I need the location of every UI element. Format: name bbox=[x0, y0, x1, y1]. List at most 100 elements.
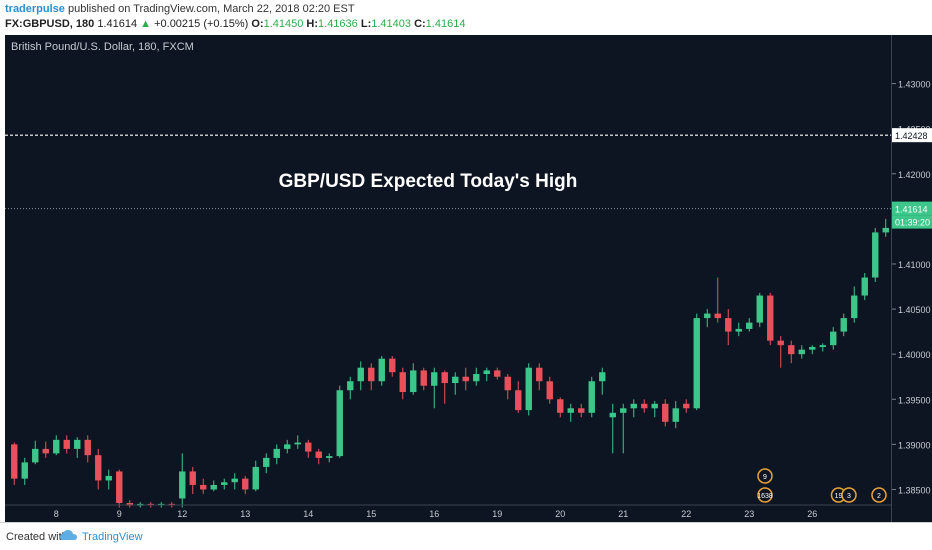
ohlc-line: FX:GBPUSD, 180 1.41614 ▲ +0.00215 (+0.15… bbox=[5, 18, 465, 30]
candle-body bbox=[588, 381, 595, 413]
candle-body bbox=[536, 367, 543, 382]
candle-body bbox=[357, 367, 364, 382]
candle-body bbox=[830, 331, 837, 346]
chart-area[interactable]: British Pound/U.S. Dollar, 180, FXCM GBP… bbox=[5, 35, 891, 522]
x-tick-label: 15 bbox=[366, 509, 376, 519]
candles bbox=[11, 218, 889, 508]
candle-body bbox=[714, 313, 721, 319]
low-value: 1.41403 bbox=[371, 18, 411, 30]
y-tick-label: 1.39000 bbox=[898, 440, 931, 450]
y-tick-label: 1.40500 bbox=[898, 305, 931, 315]
candle-body bbox=[189, 471, 196, 485]
up-arrow-icon: ▲ bbox=[140, 18, 152, 30]
candle-body bbox=[473, 374, 480, 382]
candle-body bbox=[42, 448, 49, 454]
candle-body bbox=[525, 367, 532, 411]
candle-body bbox=[630, 403, 637, 409]
event-marker bbox=[841, 487, 857, 503]
x-tick-label: 16 bbox=[429, 509, 439, 519]
candle-body bbox=[651, 403, 658, 409]
event-label: 1638 bbox=[757, 493, 773, 500]
open-label: O: bbox=[251, 18, 264, 30]
y-tick-label: 1.39500 bbox=[898, 395, 931, 405]
candle-body bbox=[494, 370, 501, 377]
price-chart[interactable]: British Pound/U.S. Dollar, 180, FXCM GBP… bbox=[5, 35, 891, 522]
candle-body bbox=[95, 455, 102, 481]
candle-body bbox=[693, 318, 700, 409]
candle-body bbox=[662, 403, 669, 422]
candle-body bbox=[116, 471, 123, 503]
candle-body bbox=[462, 376, 469, 382]
y-tick-label: 1.40000 bbox=[898, 350, 931, 360]
tradingview-link[interactable]: TradingView bbox=[82, 531, 143, 543]
x-tick-label: 14 bbox=[303, 509, 313, 519]
author-link[interactable]: traderpulse bbox=[5, 3, 65, 15]
candle-body bbox=[431, 372, 438, 386]
candle-body bbox=[515, 390, 522, 411]
close-value: 1.41614 bbox=[425, 18, 466, 30]
candle-body bbox=[725, 318, 732, 332]
chart-title: British Pound/U.S. Dollar, 180, FXCM bbox=[11, 41, 194, 53]
candle-body bbox=[210, 484, 217, 490]
chart-header: traderpulse published on TradingView.com… bbox=[0, 0, 932, 34]
candle-body bbox=[882, 227, 889, 233]
candle-body bbox=[221, 482, 228, 485]
last-price: 1.41614 bbox=[97, 18, 138, 30]
candle-body bbox=[788, 345, 795, 355]
candle-body bbox=[546, 381, 553, 400]
candle-body bbox=[861, 277, 868, 296]
countdown-label: 01:39:20 bbox=[895, 218, 930, 228]
candle-body bbox=[147, 503, 154, 505]
symbol-label: FX:GBPUSD, 180 bbox=[5, 18, 95, 30]
dashed-level-box bbox=[892, 128, 932, 143]
candle-body bbox=[126, 503, 133, 506]
price-axis-svg[interactable]: 1.430001.425001.420001.415001.410001.405… bbox=[892, 35, 932, 522]
high-value: 1.41636 bbox=[318, 18, 358, 30]
x-tick-label: 12 bbox=[177, 509, 187, 519]
candle-body bbox=[704, 313, 711, 319]
dashed-level-label: 1.42428 bbox=[895, 131, 928, 141]
candle-body bbox=[672, 408, 679, 422]
x-tick-label: 23 bbox=[744, 509, 754, 519]
candle-body bbox=[872, 232, 879, 278]
candle-body bbox=[315, 451, 322, 458]
x-tick-label: 19 bbox=[492, 509, 502, 519]
candle-body bbox=[641, 403, 648, 409]
candle-body bbox=[620, 408, 627, 413]
candle-body bbox=[242, 478, 249, 490]
candle-body bbox=[851, 295, 858, 319]
candle-body bbox=[378, 358, 385, 382]
candle-body bbox=[305, 442, 312, 452]
candle-body bbox=[273, 448, 280, 458]
candle-body bbox=[599, 372, 606, 382]
candle-body bbox=[504, 376, 511, 391]
event-label: 19 bbox=[835, 493, 843, 500]
candle-body bbox=[53, 439, 60, 454]
x-axis: 8 9 12 13 14 15 16 19 20 21 22 23 26 bbox=[5, 504, 891, 519]
candle-body bbox=[420, 370, 427, 386]
publish-line: traderpulse published on TradingView.com… bbox=[5, 3, 355, 15]
x-tick-label: 20 bbox=[555, 509, 565, 519]
candle-body bbox=[11, 444, 18, 479]
x-tick-label: 13 bbox=[240, 509, 250, 519]
event-markers[interactable]: 9 1638 19 3 2 bbox=[757, 468, 887, 503]
candle-body bbox=[347, 381, 354, 391]
x-tick-label: 26 bbox=[807, 509, 817, 519]
candle-body bbox=[389, 358, 396, 373]
x-tick-label: 9 bbox=[117, 509, 122, 519]
candle-body bbox=[567, 408, 574, 413]
candle-body bbox=[746, 322, 753, 329]
candle-body bbox=[179, 471, 186, 499]
candle-body bbox=[756, 295, 763, 323]
candle-body bbox=[294, 442, 301, 445]
candle-body bbox=[557, 399, 564, 413]
event-label: 2 bbox=[877, 493, 881, 500]
dashed-level-tag: 1.42428 bbox=[892, 128, 932, 143]
candle-body bbox=[63, 439, 70, 449]
candle-body bbox=[74, 439, 81, 449]
overlays bbox=[5, 134, 891, 210]
countdown-box bbox=[892, 215, 932, 229]
low-label: L: bbox=[360, 18, 372, 30]
price-axis[interactable]: 1.430001.425001.420001.415001.410001.405… bbox=[891, 35, 932, 522]
candle-body bbox=[452, 376, 459, 384]
